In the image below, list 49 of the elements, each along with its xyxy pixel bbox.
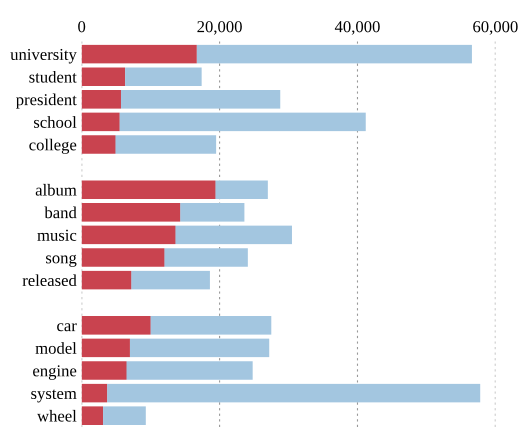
bar xyxy=(164,248,248,267)
bar xyxy=(150,316,272,335)
x-tick-label: 0 xyxy=(78,21,86,32)
bar xyxy=(82,135,116,154)
y-tick-label: released xyxy=(22,274,77,286)
bar xyxy=(82,203,180,222)
x-tick-label: 60,000 xyxy=(473,21,518,35)
bar xyxy=(131,270,210,290)
y-tick-label: system xyxy=(31,389,77,402)
bar xyxy=(82,90,121,109)
y-tick-label: album xyxy=(36,184,77,196)
y-tick-label: engine xyxy=(33,365,76,380)
bar xyxy=(82,406,104,425)
y-tick-label: car xyxy=(57,323,77,332)
x-tick-label: 40,000 xyxy=(334,21,380,35)
bar xyxy=(120,112,366,132)
bar xyxy=(175,226,292,244)
y-tick-label: student xyxy=(29,70,77,83)
bar xyxy=(82,248,164,267)
bar xyxy=(215,180,268,199)
bar xyxy=(82,44,197,64)
y-tick-label: wheel xyxy=(37,410,76,422)
bar xyxy=(130,338,270,358)
bar xyxy=(82,67,126,86)
bar xyxy=(82,384,108,402)
y-tick-label: song xyxy=(46,254,77,267)
bar xyxy=(196,44,472,64)
bar xyxy=(82,338,130,358)
y-tick-label: school xyxy=(34,116,76,128)
bar xyxy=(107,384,480,402)
y-tick-label: president xyxy=(16,94,77,109)
bar xyxy=(82,270,132,290)
bar xyxy=(82,180,216,199)
bar xyxy=(82,361,126,380)
bar xyxy=(120,90,280,109)
bar xyxy=(115,135,216,154)
bar xyxy=(180,203,244,222)
bar xyxy=(125,67,202,86)
y-tick-label: college xyxy=(29,138,76,154)
y-tick-label: music xyxy=(37,230,76,241)
bar xyxy=(126,361,253,380)
y-tick-label: model xyxy=(36,342,76,354)
bar xyxy=(82,112,120,132)
bar xyxy=(82,316,151,335)
bar xyxy=(103,406,146,425)
y-tick-label: university xyxy=(10,48,77,64)
x-tick-label: 20,000 xyxy=(197,21,242,35)
y-tick-label: band xyxy=(44,206,77,218)
bar xyxy=(82,226,176,244)
